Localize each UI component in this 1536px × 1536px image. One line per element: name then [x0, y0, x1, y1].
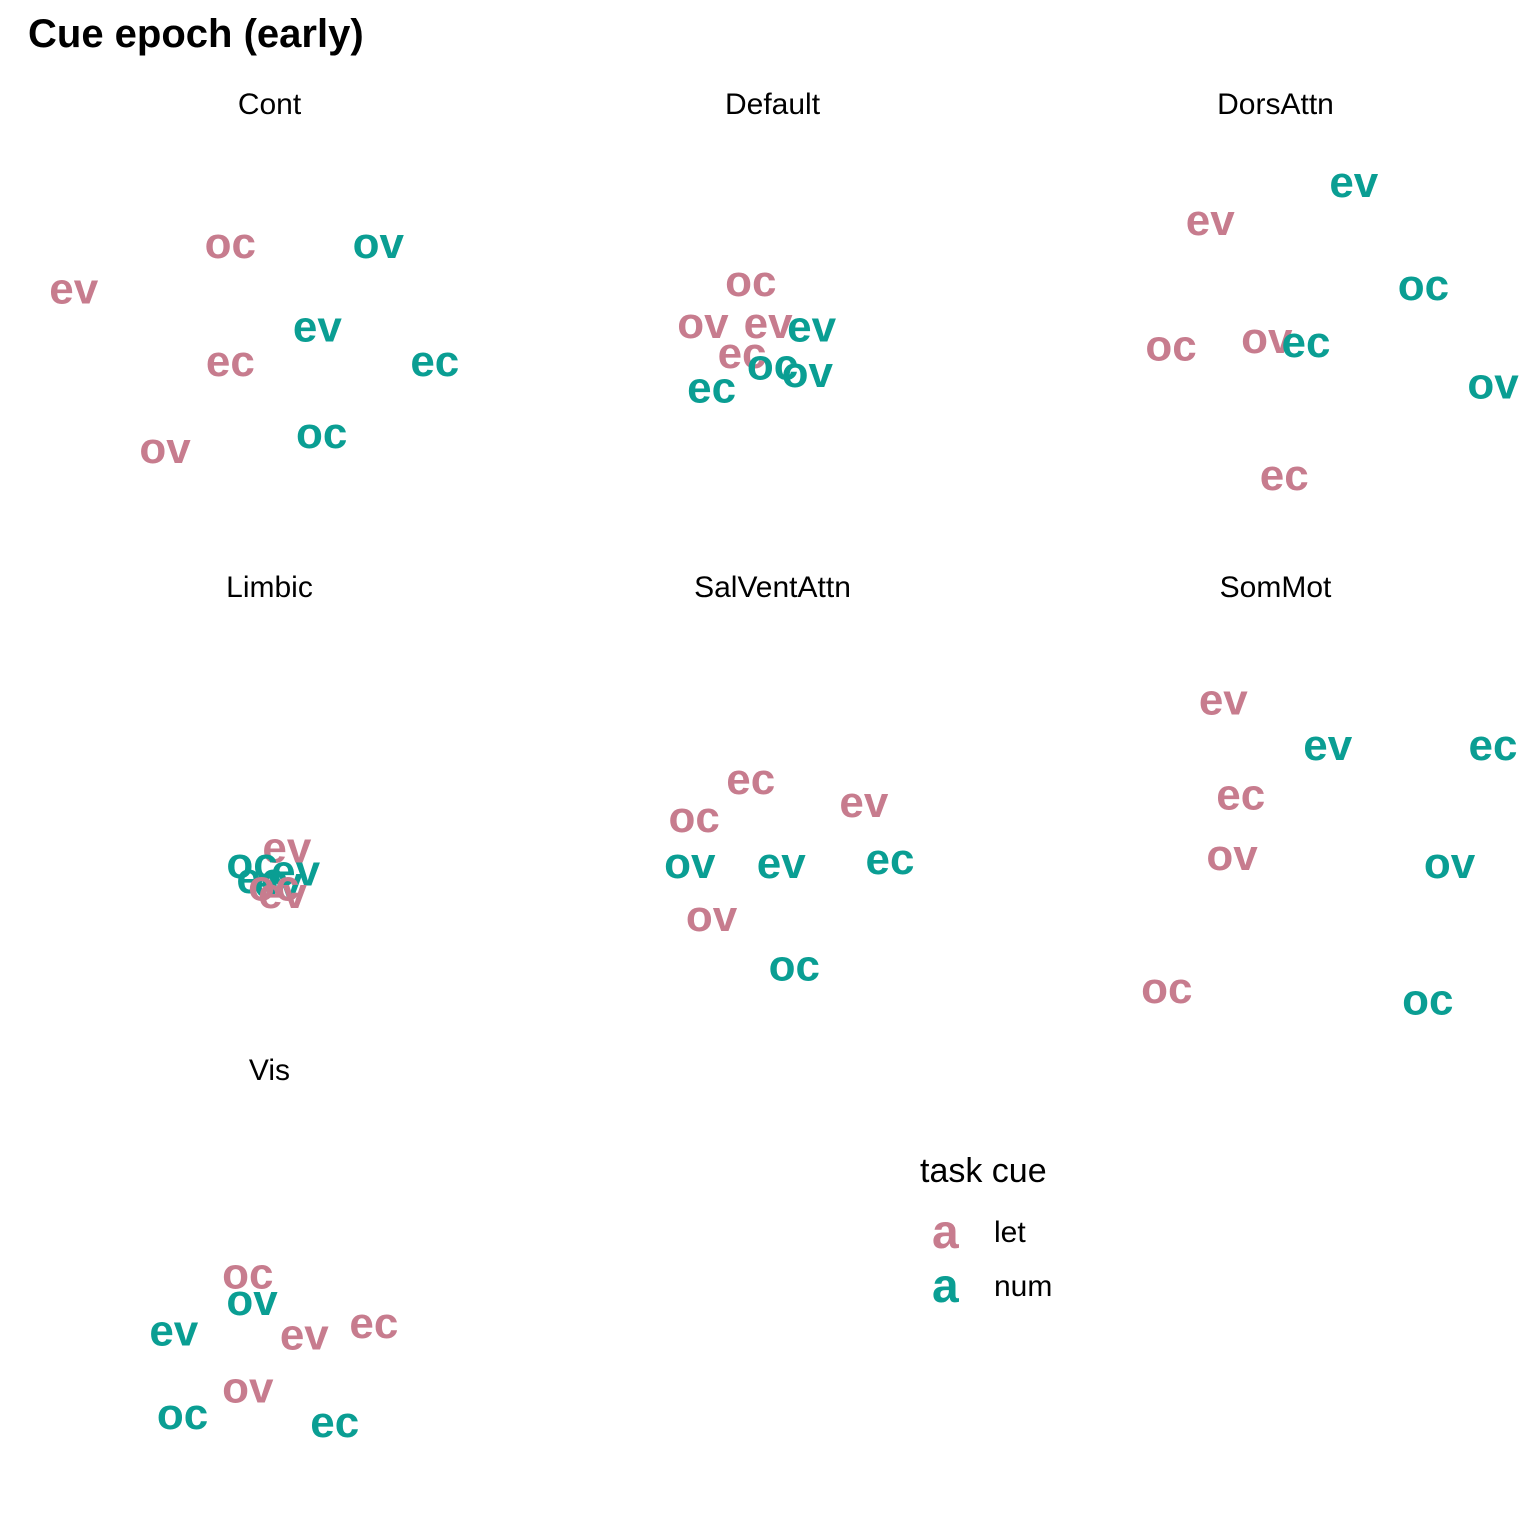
point-label-ev-let: ev [839, 778, 888, 827]
facet-title: DorsAttn [1217, 88, 1334, 121]
point-label-ov-let: ov [222, 1364, 274, 1413]
legend-key-num: a [932, 1260, 959, 1313]
point-label-ec-num: ec [687, 363, 736, 412]
point-label-ev-num: ev [787, 303, 836, 352]
point-label-ec-num: ec [236, 854, 285, 903]
point-label-ec-num: ec [410, 337, 459, 386]
point-label-ev-let: ev [262, 824, 311, 873]
point-label-ov-let: ov [677, 299, 729, 348]
facet-title: Vis [249, 1054, 290, 1087]
point-label-ev-num: ev [1303, 721, 1352, 770]
point-label-oc-let: oc [725, 257, 776, 306]
point-label-ov-num: ov [664, 839, 716, 888]
point-label-ev-num: ev [757, 839, 806, 888]
legend-key-let: a [932, 1206, 959, 1259]
point-label-ev-let: ev [1199, 675, 1248, 724]
point-label-ev-let: ev [49, 265, 98, 314]
point-label-ec-num: ec [1469, 721, 1518, 770]
point-label-ec-let: ec [206, 337, 255, 386]
point-label-ev-num: ev [271, 846, 320, 895]
facet-title: SomMot [1220, 571, 1332, 604]
point-label-oc-let: oc [248, 862, 299, 911]
point-label-ev-let: ev [744, 299, 793, 348]
legend: task cue a let a num [920, 1152, 1120, 1322]
point-label-oc-let: oc [205, 219, 256, 268]
legend-title: task cue [920, 1152, 1047, 1190]
point-label-ec-let: ec [1260, 451, 1309, 500]
point-label-ev-let: ev [280, 1310, 329, 1359]
point-label-oc-num: oc [296, 409, 347, 458]
point-label-oc-num: oc [157, 1390, 208, 1439]
point-label-oc-num: oc [769, 941, 820, 990]
point-label-ev-num: ev [254, 858, 303, 907]
point-label-ov-let: ov [1206, 831, 1258, 880]
point-label-ec-let: ec [726, 755, 775, 804]
point-label-oc-let: oc [669, 793, 720, 842]
point-label-ov-num: ov [226, 1276, 278, 1325]
point-label-ov-num: ov [782, 348, 834, 397]
facet-title: Limbic [226, 571, 313, 604]
point-label-oc-num: oc [747, 341, 798, 390]
legend-label-num: num [994, 1270, 1053, 1303]
point-label-ec-let: ec [718, 329, 767, 378]
point-label-ec-let: ec [1216, 770, 1265, 819]
point-label-ec-num: ec [1281, 318, 1330, 367]
point-label-ov-num: ov [1424, 839, 1476, 888]
point-label-oc-num: oc [1402, 976, 1453, 1025]
point-label-ec-let: ec [349, 1299, 398, 1348]
point-label-ev-let: ev [258, 869, 307, 918]
legend-item-num: a num [932, 1261, 1122, 1313]
point-label-ev-let: ev [1186, 196, 1235, 245]
point-label-ev-num: ev [1329, 158, 1378, 207]
point-label-ov-num: ov [353, 219, 405, 268]
legend-item-let: a let [932, 1207, 1122, 1259]
point-label-ec-num: ec [865, 835, 914, 884]
point-label-ov-num: ov [1467, 360, 1519, 409]
point-label-oc-let: oc [222, 1250, 273, 1299]
point-label-ev-num: ev [293, 303, 342, 352]
facet-title: Cont [238, 88, 302, 121]
facet-title: Default [725, 88, 821, 121]
point-label-oc-let: oc [1145, 322, 1196, 371]
point-label-ov-let: ov [139, 424, 191, 473]
facet-title: SalVentAttn [694, 571, 851, 604]
legend-label-let: let [994, 1216, 1026, 1249]
point-label-ec-num: ec [310, 1398, 359, 1447]
point-label-ov-let: ov [686, 892, 738, 941]
point-label-oc-let: oc [1141, 964, 1192, 1013]
plot-title: Cue epoch (early) [28, 12, 364, 56]
point-label-oc-num: oc [1398, 261, 1449, 310]
point-label-ev-num: ev [149, 1307, 198, 1356]
point-label-oc-num: oc [226, 839, 277, 888]
point-label-ov-let: ov [1241, 314, 1293, 363]
